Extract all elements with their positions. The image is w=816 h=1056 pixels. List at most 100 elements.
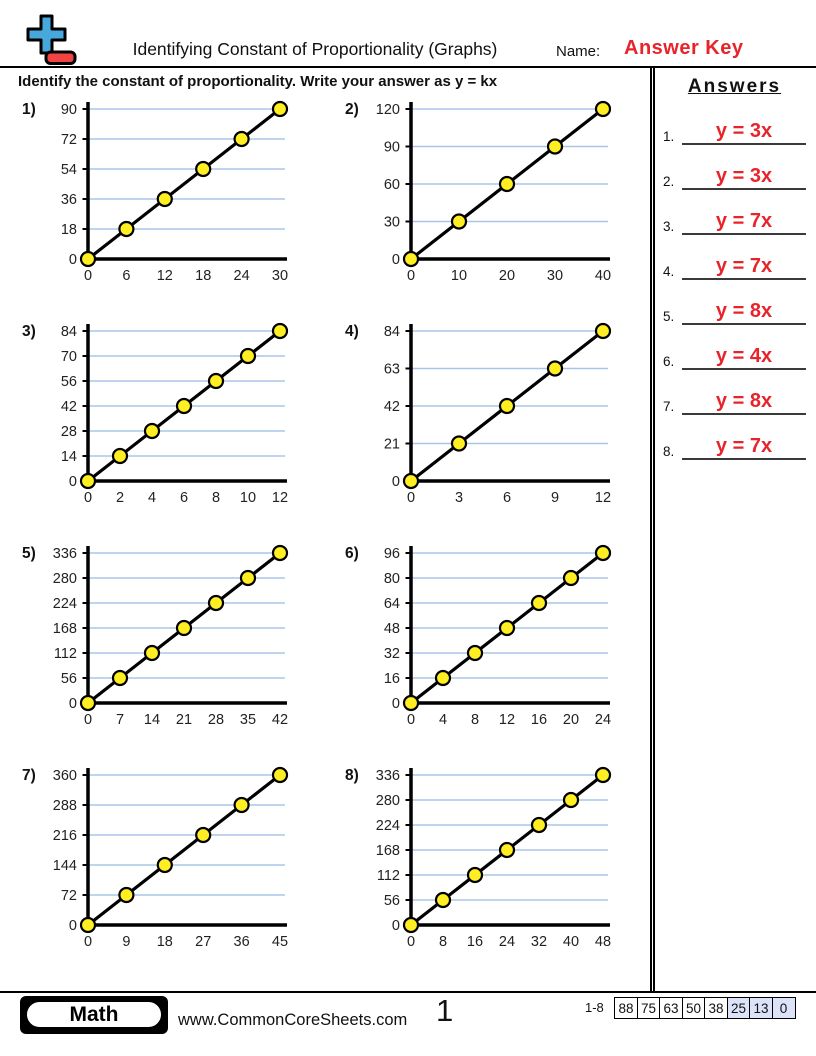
y-tick-label: 168 — [53, 621, 77, 637]
x-tick-label: 27 — [195, 934, 211, 950]
y-tick-label: 80 — [384, 571, 400, 587]
graph-question: 2) 0 30 60 90 120 0 10 20 30 40 — [323, 97, 646, 287]
question-number: 7) — [22, 767, 36, 784]
answer-blank-line: y = 7x — [682, 210, 806, 235]
answer-blank-line: y = 7x — [682, 255, 806, 280]
data-point — [466, 866, 484, 884]
page-number: 1 — [436, 993, 454, 1028]
data-point — [594, 766, 612, 784]
data-point — [239, 569, 257, 587]
data-point — [239, 347, 257, 365]
subject-badge-label: Math — [25, 1000, 163, 1029]
answer-value: y = 4x — [715, 345, 773, 367]
x-tick-label: 12 — [157, 268, 173, 284]
data-point — [402, 694, 420, 712]
y-tick-label: 54 — [61, 162, 77, 178]
data-point — [594, 100, 612, 118]
website-link[interactable]: www.CommonCoreSheets.com — [178, 1011, 408, 1029]
data-point — [271, 100, 289, 118]
data-point — [498, 175, 516, 193]
x-tick-label: 20 — [563, 712, 579, 728]
x-tick-label: 24 — [499, 934, 515, 950]
question-number: 5) — [22, 545, 36, 562]
answers-title: Answers — [687, 76, 782, 97]
question-number: 6) — [345, 545, 359, 562]
graph-question: 7) 0 72 144 216 288 360 0 9 18 27 36 45 — [0, 763, 323, 953]
answer-blank-line: y = 8x — [682, 300, 806, 325]
data-point — [402, 916, 420, 934]
answer-blank-line: y = 7x — [682, 435, 806, 460]
data-point — [79, 694, 97, 712]
y-tick-label: 64 — [384, 596, 400, 612]
score-range-label: 1-8 — [585, 1000, 604, 1015]
x-tick-label: 40 — [595, 268, 611, 284]
data-point — [118, 220, 135, 238]
data-point — [466, 644, 484, 662]
data-line — [87, 773, 281, 927]
data-point — [546, 360, 564, 377]
proportionality-graph: 0 56 112 168 224 280 336 0 8 16 24 32 40 48 — [376, 766, 612, 950]
data-point — [118, 886, 135, 904]
score-table: 88 75 63 50 38 25 13 0 — [614, 997, 796, 1019]
x-tick-label: 32 — [531, 934, 547, 950]
x-tick-label: 2 — [116, 490, 124, 506]
answer-blank-line: y = 8x — [682, 390, 806, 415]
y-tick-label: 96 — [384, 546, 400, 562]
x-tick-label: 0 — [84, 934, 92, 950]
data-point — [402, 472, 420, 490]
answer-number: 5. — [663, 309, 675, 324]
x-tick-label: 8 — [471, 712, 479, 728]
proportionality-graph: 0 30 60 90 120 0 10 20 30 40 — [376, 100, 612, 284]
graph-question: 5) 0 56 112 168 224 280 336 0 7 14 21 28 35 42 — [0, 541, 323, 731]
x-tick-label: 12 — [499, 712, 515, 728]
footer: Math www.CommonCoreSheets.com 1 1-8 88 75… — [0, 991, 816, 1054]
x-tick-label: 10 — [240, 490, 256, 506]
header: Identifying Constant of Proportionality … — [0, 0, 816, 68]
answer-number: 8. — [663, 444, 675, 459]
answer-number: 7. — [663, 399, 675, 414]
answer-item: 4. y = 7x — [663, 235, 806, 280]
y-tick-label: 0 — [69, 696, 77, 712]
y-tick-label: 16 — [384, 671, 400, 687]
answer-item: 6. y = 4x — [663, 325, 806, 370]
y-tick-label: 224 — [53, 596, 77, 612]
data-point — [111, 669, 129, 687]
graph-question: 4) 0 21 42 63 84 0 3 6 9 12 — [323, 319, 646, 509]
x-tick-label: 35 — [240, 712, 256, 728]
y-tick-label: 0 — [69, 474, 77, 490]
y-tick-label: 144 — [53, 858, 77, 874]
data-point — [79, 916, 97, 934]
x-tick-label: 7 — [116, 712, 124, 728]
answer-number: 3. — [663, 219, 675, 234]
y-tick-label: 216 — [53, 828, 77, 844]
score-cell: 50 — [681, 997, 706, 1019]
x-tick-label: 0 — [84, 712, 92, 728]
x-tick-label: 3 — [455, 490, 463, 506]
x-tick-label: 42 — [272, 712, 288, 728]
y-tick-label: 70 — [61, 349, 77, 365]
y-tick-label: 56 — [61, 671, 77, 687]
answer-number: 1. — [663, 129, 675, 144]
y-tick-label: 56 — [61, 374, 77, 390]
answer-blank-line: y = 4x — [682, 345, 806, 370]
graph-question: 8) 0 56 112 168 224 280 336 0 8 16 24 32 40 48 — [323, 763, 646, 953]
y-tick-label: 14 — [61, 449, 77, 465]
answers-panel: Answers 1. y = 3x 2. y = 3x 3. y = 7x 4. y = 7x… — [650, 68, 816, 991]
answer-blank-line: y = 3x — [682, 165, 806, 190]
data-point — [530, 594, 548, 612]
x-tick-label: 14 — [144, 712, 160, 728]
data-point — [207, 372, 225, 390]
y-tick-label: 84 — [61, 324, 77, 340]
x-tick-label: 12 — [272, 490, 288, 506]
data-point — [271, 544, 289, 562]
answer-number: 4. — [663, 264, 675, 279]
data-point — [594, 322, 612, 340]
question-number: 8) — [345, 767, 359, 784]
x-tick-label: 24 — [595, 712, 611, 728]
y-tick-label: 36 — [61, 192, 77, 208]
data-point — [175, 619, 193, 637]
x-tick-label: 0 — [407, 490, 415, 506]
page-title: Identifying Constant of Proportionality … — [132, 39, 498, 59]
y-tick-label: 280 — [376, 793, 400, 809]
answer-number: 6. — [663, 354, 675, 369]
